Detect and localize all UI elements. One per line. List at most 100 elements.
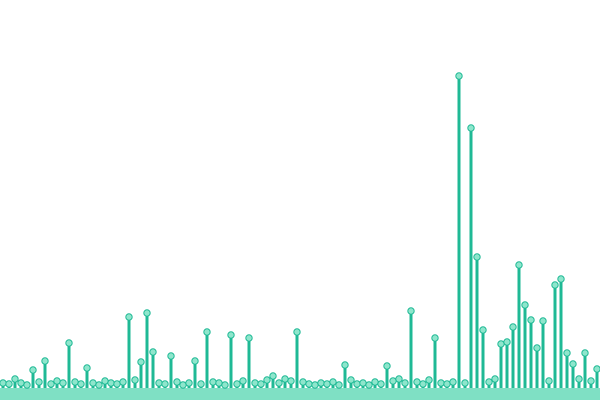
marker xyxy=(491,375,499,383)
marker xyxy=(587,377,595,385)
marker xyxy=(251,379,259,387)
marker xyxy=(227,331,235,339)
marker xyxy=(95,381,103,389)
marker xyxy=(197,380,205,388)
marker xyxy=(419,380,427,388)
marker xyxy=(83,364,91,372)
marker xyxy=(263,376,271,384)
marker xyxy=(77,380,85,388)
marker xyxy=(203,328,211,336)
marker xyxy=(317,379,325,387)
marker xyxy=(473,253,481,261)
marker xyxy=(17,379,25,387)
marker xyxy=(437,379,445,387)
marker xyxy=(515,261,523,269)
marker xyxy=(551,281,559,289)
marker xyxy=(59,379,67,387)
marker xyxy=(239,377,247,385)
marker xyxy=(131,376,139,384)
marker xyxy=(113,380,121,388)
marker xyxy=(257,380,265,388)
marker xyxy=(215,379,223,387)
marker xyxy=(503,338,511,346)
marker xyxy=(71,378,79,386)
marker xyxy=(593,365,600,373)
marker xyxy=(299,378,307,386)
marker xyxy=(143,309,151,317)
marker xyxy=(371,378,379,386)
marker xyxy=(293,328,301,336)
marker xyxy=(53,377,61,385)
marker xyxy=(461,379,469,387)
marker xyxy=(545,377,553,385)
marker xyxy=(383,362,391,370)
marker xyxy=(359,379,367,387)
marker xyxy=(209,378,217,386)
marker xyxy=(365,381,373,389)
marker xyxy=(149,348,157,356)
marker xyxy=(407,307,415,315)
marker xyxy=(173,378,181,386)
marker xyxy=(401,379,409,387)
marker xyxy=(431,334,439,342)
marker xyxy=(305,380,313,388)
marker xyxy=(581,349,589,357)
marker xyxy=(311,381,319,389)
marker xyxy=(467,124,475,132)
marker xyxy=(341,361,349,369)
marker xyxy=(347,376,355,384)
marker xyxy=(533,344,541,352)
marker xyxy=(5,380,13,388)
marker xyxy=(389,377,397,385)
marker xyxy=(281,375,289,383)
marker xyxy=(377,380,385,388)
marker xyxy=(575,375,583,383)
marker xyxy=(329,378,337,386)
marker xyxy=(455,72,463,80)
marker xyxy=(185,379,193,387)
marker xyxy=(221,381,229,389)
marker xyxy=(413,378,421,386)
marker xyxy=(353,380,361,388)
marker xyxy=(527,316,535,324)
marker xyxy=(191,357,199,365)
marker xyxy=(119,378,127,386)
marker xyxy=(47,380,55,388)
marker xyxy=(395,375,403,383)
marker xyxy=(137,358,145,366)
marker xyxy=(269,372,277,380)
marker xyxy=(485,378,493,386)
marker xyxy=(443,380,451,388)
marker xyxy=(425,376,433,384)
marker xyxy=(479,326,487,334)
marker xyxy=(335,381,343,389)
marker xyxy=(497,340,505,348)
marker xyxy=(569,360,577,368)
marker xyxy=(155,379,163,387)
marker xyxy=(125,313,133,321)
marker xyxy=(539,317,547,325)
marker xyxy=(323,380,331,388)
marker xyxy=(65,339,73,347)
marker xyxy=(35,378,43,386)
marker xyxy=(275,379,283,387)
marker xyxy=(29,366,37,374)
marker xyxy=(161,380,169,388)
marker xyxy=(0,379,7,387)
marker xyxy=(245,334,253,342)
marker xyxy=(89,379,97,387)
marker xyxy=(509,323,517,331)
marker xyxy=(233,380,241,388)
marker xyxy=(23,381,31,389)
marker xyxy=(107,379,115,387)
marker xyxy=(563,349,571,357)
marker xyxy=(449,378,457,386)
marker xyxy=(179,381,187,389)
marker xyxy=(41,357,49,365)
marker xyxy=(521,301,529,309)
baseline-band xyxy=(0,388,600,400)
marker xyxy=(101,377,109,385)
marker xyxy=(167,352,175,360)
marker xyxy=(557,275,565,283)
